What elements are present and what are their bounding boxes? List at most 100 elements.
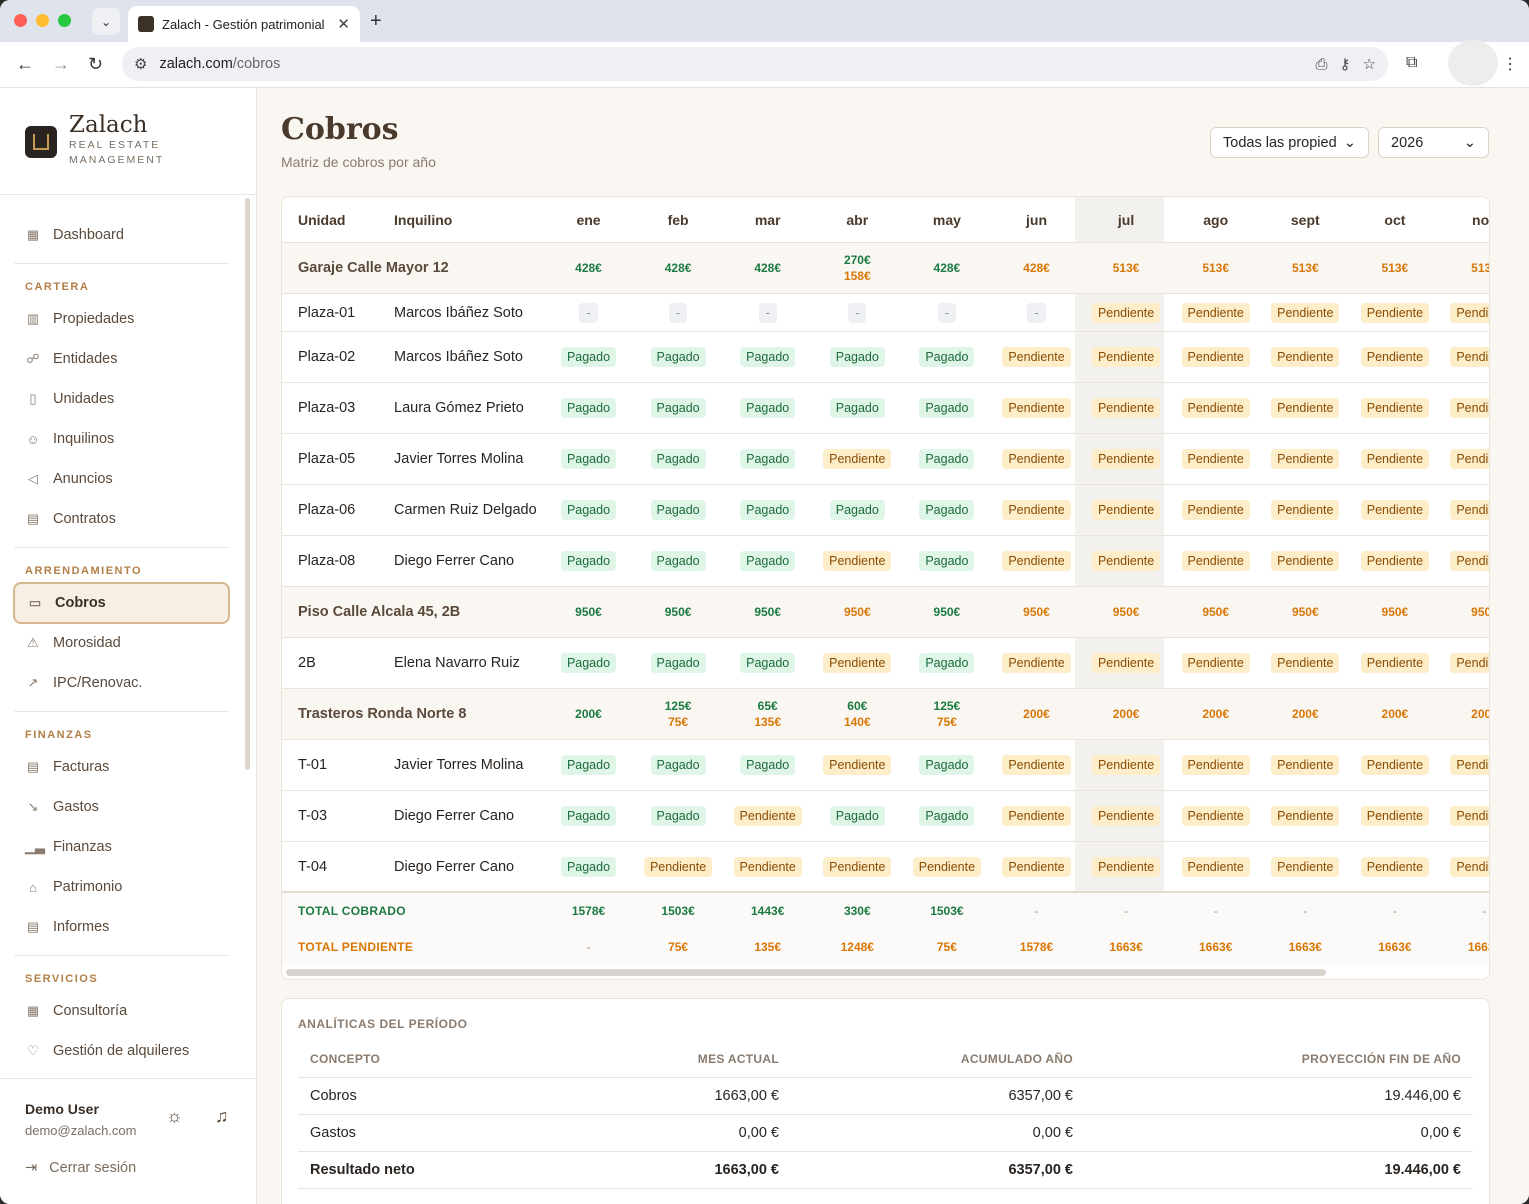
sidebar-item-cobros[interactable]: ▭ Cobros — [13, 582, 230, 624]
status-badge-pending[interactable]: Pendiente — [1002, 755, 1071, 775]
maximize-window-button[interactable] — [58, 14, 71, 27]
status-badge-pending[interactable]: Pendiente — [1181, 302, 1250, 323]
payment-status-cell[interactable]: Pagado — [544, 740, 633, 790]
status-badge-pending[interactable]: Pendiente — [1271, 551, 1340, 571]
payment-status-cell[interactable]: Pendiente — [1350, 791, 1439, 841]
payment-status-cell[interactable]: Pagado — [544, 791, 633, 841]
logout-button[interactable]: ⇥ Cerrar sesión — [25, 1160, 136, 1176]
payment-status-cell[interactable]: Pagado — [544, 638, 633, 688]
status-badge-pending[interactable]: Pendiente — [823, 857, 892, 877]
payment-status-cell[interactable]: Pagado — [902, 536, 991, 586]
status-badge-pending[interactable]: Pendiente — [1450, 653, 1489, 673]
payment-status-cell[interactable]: Pagado — [902, 332, 991, 382]
sun-icon[interactable]: ☼ — [166, 1106, 183, 1126]
status-badge-paid[interactable]: Pagado — [650, 653, 706, 673]
status-badge-paid[interactable]: Pagado — [560, 806, 617, 826]
year-select[interactable]: 2026 ⌄ — [1378, 127, 1489, 158]
column-header-month[interactable]: mar — [754, 211, 781, 228]
column-header-month[interactable]: abr — [846, 211, 869, 228]
payment-status-cell[interactable]: - — [544, 294, 633, 331]
bell-icon[interactable]: ♫ — [215, 1106, 229, 1126]
status-badge-pending[interactable]: Pendiente — [823, 551, 892, 571]
payment-status-cell[interactable]: Pagado — [723, 638, 812, 688]
status-badge-pending[interactable]: Pendiente — [1181, 806, 1250, 826]
status-badge-pending[interactable]: Pendiente — [1271, 857, 1340, 877]
status-badge-paid[interactable]: Pagado — [829, 500, 885, 520]
column-header-month[interactable]: oct — [1384, 211, 1406, 228]
payment-status-cell[interactable]: Pagado — [723, 434, 812, 484]
payment-status-cell[interactable]: Pendiente — [1082, 332, 1171, 382]
status-badge-pending[interactable]: Pendiente — [1271, 449, 1340, 469]
sidebar-item-contratos[interactable]: ▤ Contratos — [13, 501, 230, 537]
status-badge-pending[interactable]: Pendiente — [1360, 449, 1430, 469]
status-badge-pending[interactable]: Pendiente — [1091, 449, 1161, 469]
menu-icon[interactable]: ⋮ — [1502, 56, 1518, 73]
status-badge-pending[interactable]: Pendiente — [1002, 398, 1071, 418]
payment-status-cell[interactable]: Pagado — [902, 434, 991, 484]
status-badge-paid[interactable]: Pagado — [560, 449, 617, 469]
url-text[interactable]: zalach.com/cobros — [159, 56, 1303, 72]
status-badge-pending[interactable]: Pendiente — [1002, 551, 1071, 571]
payment-status-cell[interactable]: Pendiente — [1171, 791, 1260, 841]
payment-status-cell[interactable]: Pagado — [723, 332, 812, 382]
payment-status-cell[interactable]: Pendiente — [1350, 638, 1439, 688]
extensions-icon[interactable]: ⧉ — [1406, 54, 1418, 71]
payment-status-cell[interactable]: Pendiente — [1261, 383, 1350, 433]
status-badge-pending[interactable]: Pendiente — [1450, 806, 1489, 826]
payment-status-cell[interactable]: Pagado — [723, 485, 812, 535]
payment-status-cell[interactable]: Pendiente — [1440, 332, 1489, 382]
sidebar-item-gastos[interactable]: ↘ Gastos — [13, 789, 230, 825]
status-badge-empty[interactable]: - — [937, 302, 956, 323]
tab-search-button[interactable]: ⌄ — [92, 8, 120, 35]
payment-status-cell[interactable]: Pendiente — [1082, 434, 1171, 484]
status-badge-pending[interactable]: Pendiente — [1181, 857, 1250, 877]
payment-status-cell[interactable]: Pagado — [902, 638, 991, 688]
status-badge-pending[interactable]: Pendiente — [1450, 347, 1489, 367]
status-badge-pending[interactable]: Pendiente — [1002, 449, 1071, 469]
status-badge-pending[interactable]: Pendiente — [1181, 398, 1250, 418]
status-badge-pending[interactable]: Pendiente — [1360, 857, 1430, 877]
status-badge-pending[interactable]: Pendiente — [1360, 500, 1430, 520]
payment-status-cell[interactable]: Pendiente — [1350, 294, 1439, 331]
payment-status-cell[interactable]: Pendiente — [1082, 740, 1171, 790]
status-badge-pending[interactable]: Pendiente — [643, 857, 713, 877]
payment-status-cell[interactable]: Pendiente — [723, 842, 812, 892]
payment-status-cell[interactable]: - — [813, 294, 902, 331]
payment-status-cell[interactable]: Pendiente — [1261, 638, 1350, 688]
payment-status-cell[interactable]: Pagado — [634, 740, 723, 790]
new-tab-button[interactable]: + — [370, 10, 382, 32]
payment-status-cell[interactable]: Pendiente — [1440, 383, 1489, 433]
sidebar-item-patrimonio[interactable]: ⌂ Patrimonio — [13, 869, 230, 905]
payment-status-cell[interactable]: Pendiente — [1171, 434, 1260, 484]
status-badge-empty[interactable]: - — [848, 302, 867, 323]
payment-status-cell[interactable]: Pendiente — [1082, 842, 1171, 892]
payment-status-cell[interactable]: Pendiente — [1440, 791, 1489, 841]
payment-status-cell[interactable]: Pendiente — [1082, 536, 1171, 586]
site-settings-icon[interactable]: ⚙ — [134, 56, 148, 73]
payment-status-cell[interactable]: Pendiente — [634, 842, 723, 892]
status-badge-pending[interactable]: Pendiente — [1450, 449, 1489, 469]
payment-status-cell[interactable]: Pendiente — [992, 485, 1081, 535]
payment-status-cell[interactable]: Pendiente — [1440, 536, 1489, 586]
payment-status-cell[interactable]: Pagado — [634, 536, 723, 586]
payment-status-cell[interactable]: Pendiente — [813, 842, 902, 892]
status-badge-pending[interactable]: Pendiente — [1091, 551, 1161, 571]
payment-status-cell[interactable]: Pagado — [634, 638, 723, 688]
column-header-month[interactable]: ene — [576, 211, 601, 228]
sidebar-item-inquilinos[interactable]: ☺ Inquilinos — [13, 421, 230, 457]
payment-status-cell[interactable]: Pendiente — [1261, 842, 1350, 892]
payment-status-cell[interactable]: Pendiente — [1171, 842, 1260, 892]
payment-status-cell[interactable]: Pagado — [902, 791, 991, 841]
status-badge-pending[interactable]: Pendiente — [1091, 857, 1161, 877]
sidebar-item-entidades[interactable]: ☍ Entidades — [13, 341, 230, 377]
column-header-month[interactable]: jul — [1117, 211, 1135, 228]
close-tab-icon[interactable]: ✕ — [337, 16, 350, 33]
status-badge-paid[interactable]: Pagado — [919, 551, 975, 571]
status-badge-pending[interactable]: Pendiente — [733, 857, 802, 877]
status-badge-paid[interactable]: Pagado — [919, 755, 975, 775]
status-badge-pending[interactable]: Pendiente — [1271, 653, 1340, 673]
status-badge-paid[interactable]: Pagado — [560, 653, 617, 673]
payment-status-cell[interactable]: - — [902, 294, 991, 331]
status-badge-pending[interactable]: Pendiente — [1091, 500, 1161, 520]
status-badge-pending[interactable]: Pendiente — [1360, 398, 1430, 418]
